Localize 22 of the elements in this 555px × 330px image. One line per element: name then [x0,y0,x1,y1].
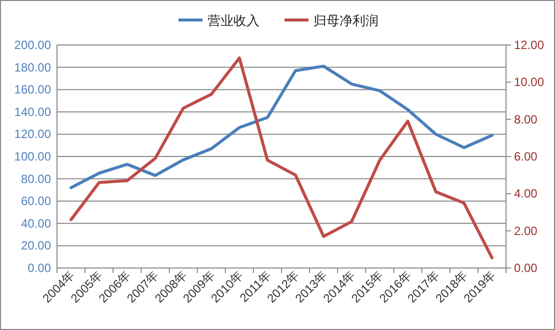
y2-tick-label: 6.00 [514,150,538,164]
y2-tick-label: 0.00 [514,261,538,275]
y-tick-label: 100.00 [14,150,52,164]
y-tick-label: 80.00 [20,172,52,186]
y-tick-label: 160.00 [14,82,52,97]
y-tick-label: 0.00 [28,261,52,275]
legend-label: 归母净利润 [314,13,378,28]
y-tick-label: 60.00 [20,194,52,208]
y2-tick-label: 12.00 [514,38,544,52]
legend-label: 营业收入 [208,13,260,28]
y2-tick-label: 4.00 [514,186,538,201]
y2-tick-label: 8.00 [514,112,538,126]
y-tick-label: 180.00 [14,60,52,74]
line-series [70,64,494,190]
y-tick-label: 120.00 [14,127,52,142]
line-series [70,56,494,260]
y-tick-label: 40.00 [20,216,52,230]
y-tick-label: 20.00 [20,238,52,253]
y2-tick-label: 2.00 [514,224,538,238]
y2-tick-label: 10.00 [514,75,544,90]
y-tick-label: 140.00 [14,104,52,119]
y-tick-label: 200.00 [14,38,52,52]
